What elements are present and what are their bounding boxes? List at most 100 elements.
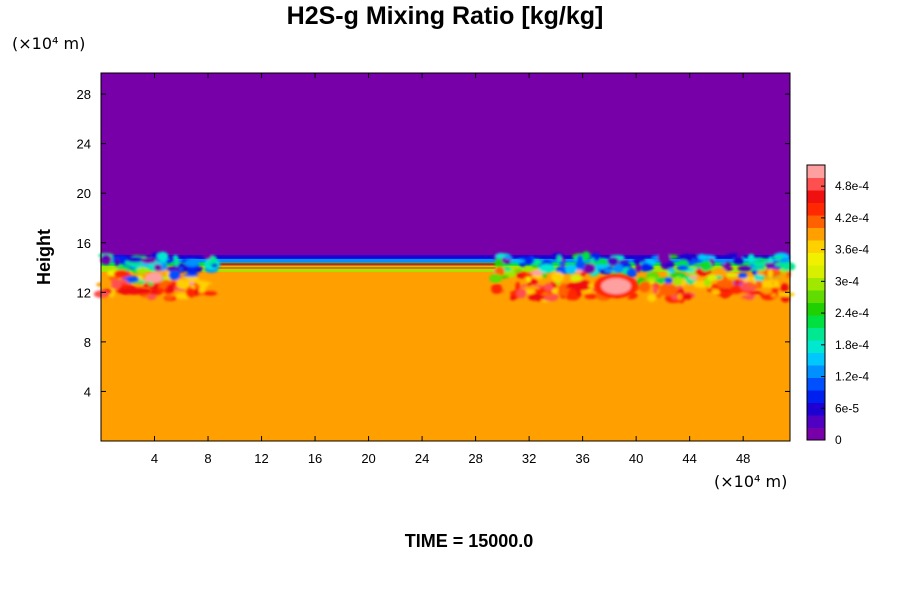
y-tick-label: 12 — [77, 285, 91, 300]
turbulence-blob — [693, 263, 709, 267]
turbulence-blob — [737, 265, 753, 272]
turbulence-blob — [186, 276, 200, 283]
turbulence-blob — [732, 257, 745, 265]
x-tick-label: 48 — [736, 451, 750, 466]
turbulence-blob — [652, 284, 658, 295]
turbulence-blob — [770, 293, 777, 298]
turbulence-blob — [174, 256, 179, 267]
turbulence-blob — [185, 287, 196, 298]
turbulence-blob — [583, 263, 596, 274]
turbulence-blob — [103, 254, 108, 261]
turbulence-blob — [657, 252, 671, 263]
turbulence-blob — [667, 268, 676, 273]
colorbar-segment — [807, 202, 825, 216]
turbulence-blob — [182, 273, 199, 277]
colorbar-tick-label: 0 — [835, 433, 842, 447]
turbulence-blob — [734, 279, 740, 286]
turbulence-blob — [729, 284, 744, 295]
turbulence-blob — [211, 263, 218, 268]
turbulence-blob — [166, 258, 171, 264]
colorbar-tick-label: 3.6e-4 — [835, 243, 869, 257]
colorbar-segment — [807, 377, 825, 391]
turbulence-blob — [677, 293, 683, 301]
turbulence-blob — [761, 287, 773, 295]
colorbar-border — [806, 164, 826, 441]
turbulence-blob — [638, 263, 654, 272]
turbulence-blob — [491, 283, 503, 295]
turbulence-blob — [574, 280, 592, 291]
turbulence-blob — [166, 283, 175, 295]
turbulence-blob — [198, 284, 206, 295]
colorbar-segment — [807, 240, 825, 253]
turbulence-blob — [725, 272, 738, 278]
colorbar-segment — [807, 165, 825, 178]
turbulence-blob — [664, 277, 673, 284]
x-tick-label: 20 — [361, 451, 375, 466]
heatmap-plot-area — [93, 73, 796, 441]
turbulence-blob — [593, 264, 608, 270]
turbulence-blob — [210, 255, 217, 264]
x-tick-label: 4 — [151, 451, 158, 466]
turbulence-blob — [753, 261, 768, 267]
colorbar-segment — [807, 290, 825, 303]
x-tick-label: 24 — [415, 451, 429, 466]
turbulence-blob — [145, 272, 163, 283]
turbulence-blob — [96, 282, 112, 288]
colorbar-tick-label: 4.2e-4 — [835, 211, 869, 225]
plot-border — [100, 72, 791, 442]
turbulence-blob — [202, 253, 213, 260]
turbulence-blob — [612, 264, 624, 274]
y-axis-label: Height — [34, 229, 54, 285]
colorbar-segment — [807, 340, 825, 353]
x-tick-label: 28 — [468, 451, 482, 466]
turbulence-blob — [509, 259, 525, 263]
turbulence-blob — [741, 294, 756, 298]
turbulence-blob — [720, 261, 726, 265]
turbulence-blob — [169, 256, 175, 262]
turbulence-blob — [523, 286, 540, 290]
turbulence-blob — [693, 259, 705, 263]
colorbar-segment — [807, 315, 825, 328]
colorbar-segment — [807, 215, 825, 228]
time-label: TIME = 15000.0 — [404, 531, 534, 551]
turbulence-blob — [521, 273, 533, 278]
turbulence-blob — [626, 267, 637, 278]
turbulence-blob — [778, 292, 795, 297]
x-axis-unit: (×10⁴ m) — [714, 472, 788, 491]
turbulence-blob — [195, 268, 203, 273]
turbulence-blob — [168, 270, 181, 281]
turbulence-blob — [575, 269, 583, 274]
colorbar-segment — [807, 227, 825, 241]
turbulence-blob — [527, 293, 545, 301]
turbulence-blob — [649, 280, 655, 285]
turbulence-blob — [155, 281, 171, 289]
x-tick-label: 32 — [522, 451, 536, 466]
turbulence-blob — [700, 294, 711, 300]
turbulence-blob — [722, 276, 728, 281]
colorbar-segment — [807, 327, 825, 341]
colorbar-segment — [807, 402, 825, 416]
colorbar-segment — [807, 415, 825, 428]
colorbar-segment — [807, 427, 825, 441]
chart-title: H2S-g Mixing Ratio [kg/kg] — [286, 2, 604, 30]
left-red-streak — [116, 287, 153, 295]
turbulence-blob — [115, 258, 120, 268]
x-tick-label: 40 — [629, 451, 643, 466]
turbulence-blob — [567, 288, 578, 299]
y-tick-label: 4 — [84, 384, 91, 399]
colorbar-segment — [807, 365, 825, 378]
turbulence-blob — [747, 253, 755, 264]
turbulence-blob — [576, 255, 584, 267]
turbulence-blob — [141, 257, 157, 264]
interface-stripe — [214, 263, 496, 266]
turbulence-blob — [565, 264, 578, 275]
colorbar-tick-label: 4.8e-4 — [835, 179, 869, 193]
turbulence-blob — [558, 260, 565, 266]
turbulence-blob — [150, 290, 159, 295]
turbulence-blob — [767, 269, 773, 278]
turbulence-blob — [639, 281, 651, 293]
turbulence-blob — [677, 260, 689, 267]
turbulence-blob — [781, 261, 796, 272]
